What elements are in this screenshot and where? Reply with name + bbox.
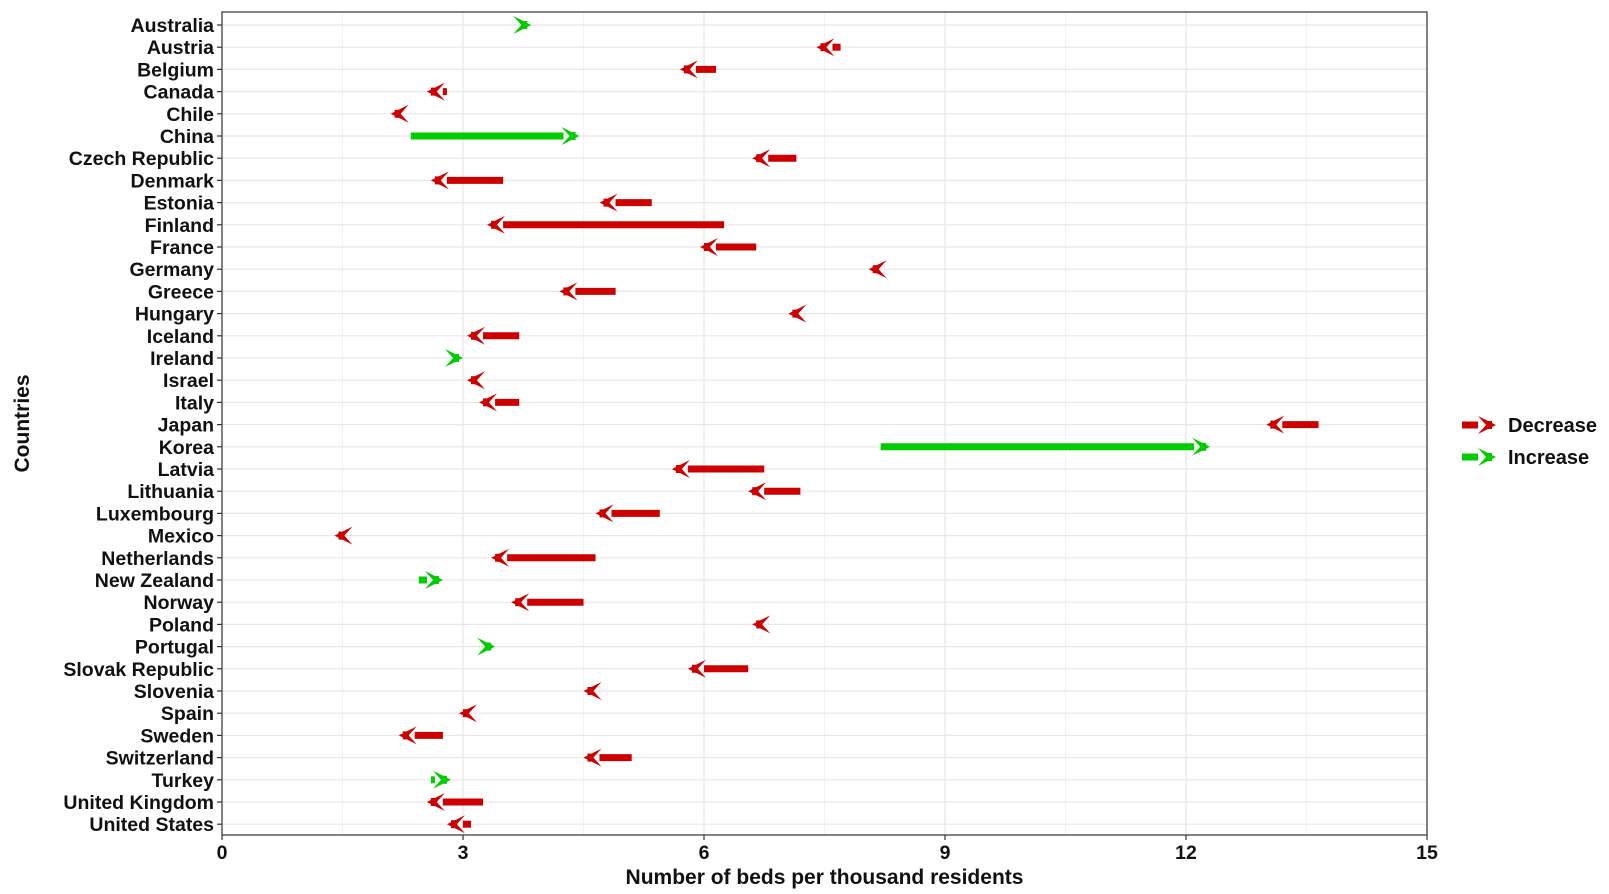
x-tick-label: 12 [1175,842,1197,864]
y-tick-label: Portugal [135,637,214,659]
y-tick-label: Chile [166,104,214,126]
y-tick-label: Czech Republic [69,148,214,170]
legend-label: Increase [1508,447,1589,469]
y-tick-label: Slovenia [134,681,214,703]
y-tick-label: Sweden [140,725,214,747]
y-tick-label: Austria [147,37,214,59]
y-tick-label: Ireland [150,348,214,370]
y-tick-label: Norway [144,592,215,614]
y-tick-label: Germany [129,259,214,281]
y-tick-label: New Zealand [95,570,214,592]
y-tick-label: Finland [145,215,214,237]
plot-panel-border [221,11,1428,836]
y-tick-label: Spain [161,703,214,725]
y-axis-title: Countries [11,374,34,472]
y-tick-label: Turkey [152,770,215,792]
y-tick-label: Canada [144,82,215,104]
x-axis-title: Number of beds per thousand residents [626,866,1024,889]
y-tick-label: Belgium [137,59,214,81]
y-tick-label: Mexico [148,526,214,548]
x-tick-label: 0 [217,842,228,864]
y-tick-label: Italy [175,392,214,414]
y-tick-label: Korea [159,437,214,459]
x-tick-label: 6 [699,842,710,864]
y-tick-label: Hungary [135,304,214,326]
x-axis: 0 3 6 9 12 15 [217,835,1438,864]
y-tick-label: Japan [158,415,214,437]
y-tick-label: Iceland [147,326,214,348]
x-tick-label: 3 [458,842,469,864]
arrow-series [334,16,1319,834]
y-tick-label: Poland [149,614,214,636]
y-tick-label: United Kingdom [63,792,214,814]
x-tick-label: 15 [1416,842,1438,864]
x-tick-label: 9 [940,842,951,864]
y-tick-label: United States [89,814,214,836]
y-tick-label: Slovak Republic [63,659,214,681]
y-tick-label: Greece [148,281,214,303]
y-axis: AustraliaAustriaBelgiumCanadaChileChinaC… [63,15,222,836]
y-tick-label: Denmark [131,170,215,192]
y-tick-label: Lithuania [127,481,214,503]
y-tick-label: Estonia [144,193,215,215]
y-tick-label: Netherlands [101,548,214,570]
legend: Decrease Increase [1462,415,1597,469]
y-tick-label: Australia [131,15,215,37]
y-tick-label: China [160,126,214,148]
legend-label: Decrease [1508,415,1597,437]
y-tick-label: Israel [163,370,214,392]
y-tick-label: Switzerland [106,748,214,770]
y-tick-label: France [150,237,214,259]
y-tick-label: Luxembourg [96,503,214,525]
y-tick-label: Latvia [158,459,215,481]
